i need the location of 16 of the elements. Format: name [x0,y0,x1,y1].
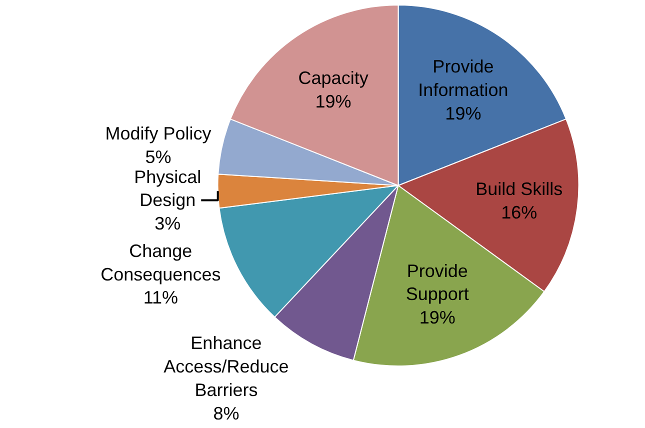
slice-label: Provide Support [406,260,469,304]
data-label: 19% [315,92,352,112]
data-label: 3% [154,214,181,234]
data-label: 19% [445,103,482,124]
slice-label: Modify Policy [105,123,212,144]
slice-label: Change Consequences [100,240,221,284]
slice-label: Capacity [298,68,368,88]
data-label: 11% [143,288,178,308]
slice-label: Build Skills [476,179,563,200]
slice-label: Enhance Access/Reduce Barriers [164,333,289,400]
data-label: 16% [501,202,538,222]
slice-label: Provide Information [418,56,508,100]
data-label: 19% [419,308,456,328]
slice-label: Physical Design [134,166,202,210]
data-label: 5% [145,146,172,167]
data-label: 8% [213,403,240,424]
